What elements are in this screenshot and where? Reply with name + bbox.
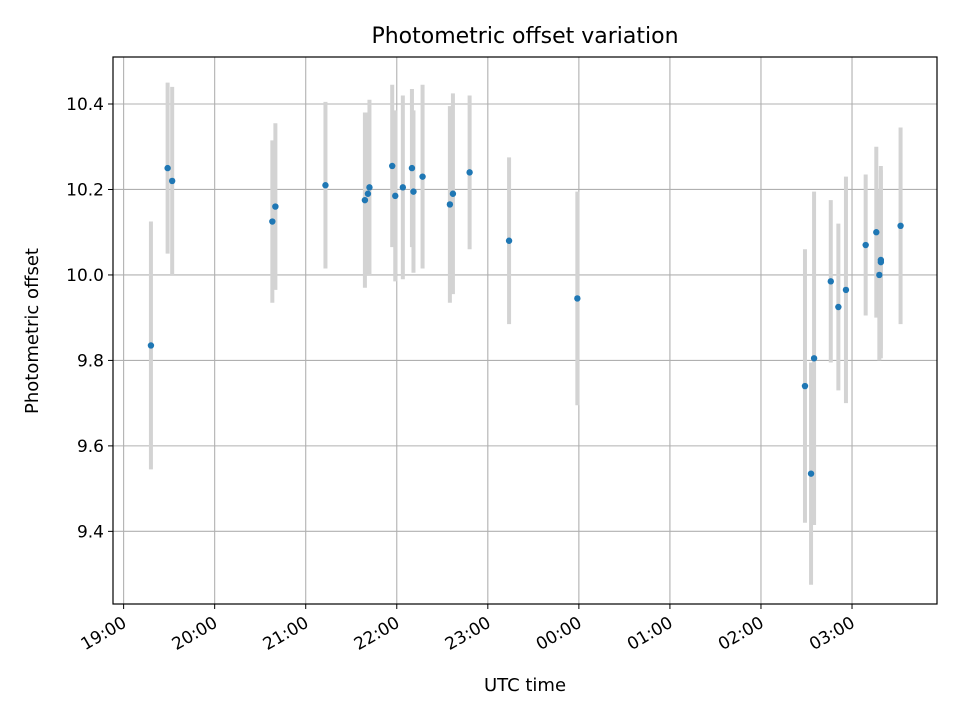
data-point xyxy=(272,203,279,210)
data-point xyxy=(446,201,454,208)
data-point xyxy=(877,256,885,264)
y-tick-label: 9.6 xyxy=(77,437,104,457)
plot-frame xyxy=(112,56,938,605)
x-axis-label: UTC time xyxy=(484,675,566,696)
data-point xyxy=(399,184,407,191)
data-point xyxy=(873,229,880,236)
data-point xyxy=(322,182,329,189)
data-point xyxy=(408,164,416,172)
y-tick-label: 9.8 xyxy=(77,351,104,371)
data-point xyxy=(419,173,426,180)
data-point xyxy=(410,188,417,195)
data-point xyxy=(801,382,809,390)
y-axis-label: Photometric offset xyxy=(22,248,43,414)
data-point xyxy=(389,162,396,170)
data-point xyxy=(862,241,869,249)
y-tick-label: 10.2 xyxy=(66,180,104,200)
data-point xyxy=(505,237,513,244)
data-point xyxy=(147,342,155,349)
chart-title: Photometric offset variation xyxy=(371,24,678,49)
y-axis-ticks: 9.4 9.6 9.8 10.0 10.2 10.4 xyxy=(66,95,113,542)
data-point xyxy=(835,303,842,311)
data-point xyxy=(842,286,850,294)
y-tick-label: 9.4 xyxy=(77,522,104,542)
data-point xyxy=(466,169,473,176)
data-point xyxy=(827,278,834,285)
data-point xyxy=(574,295,581,302)
data-point xyxy=(810,355,818,362)
data-point xyxy=(807,470,815,477)
y-tick-label: 10.4 xyxy=(66,95,104,115)
data-point xyxy=(269,218,276,225)
data-point xyxy=(366,184,373,191)
data-point xyxy=(876,271,883,279)
data-point xyxy=(449,190,457,197)
data-point xyxy=(361,196,369,204)
data-point xyxy=(168,177,176,185)
data-point xyxy=(164,164,171,172)
grid-layer xyxy=(113,57,937,604)
data-point xyxy=(897,222,904,230)
data-point xyxy=(364,190,372,197)
data-point xyxy=(392,192,399,200)
point-layer xyxy=(147,162,904,477)
y-tick-label: 10.0 xyxy=(66,266,104,286)
